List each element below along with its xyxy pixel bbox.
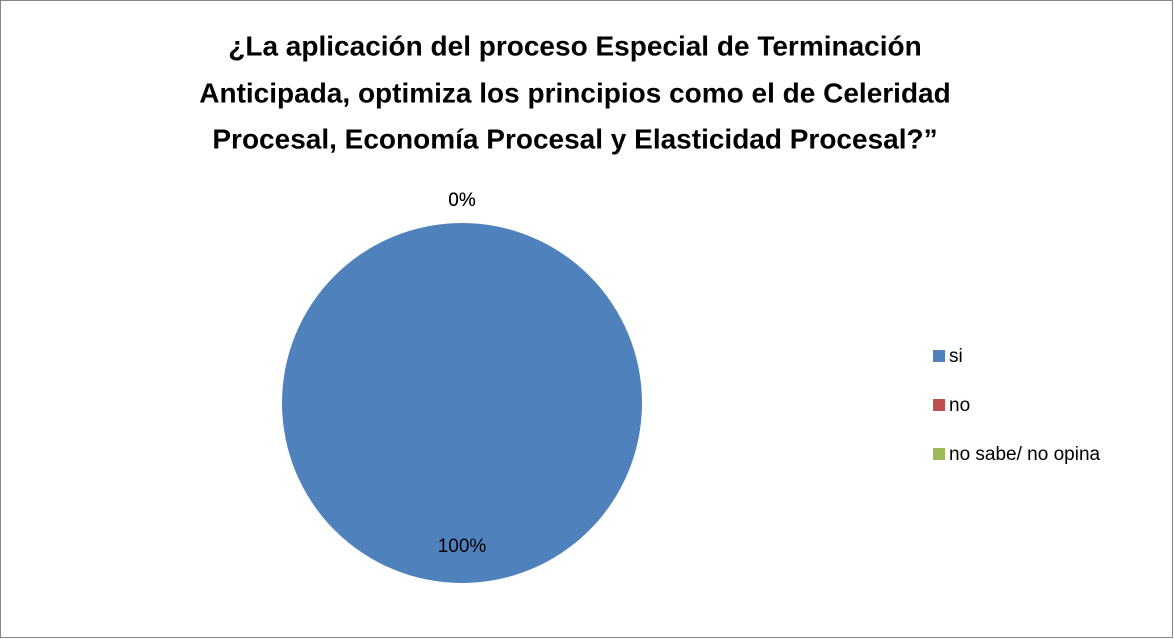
chart-title: ¿La aplicación del proceso Especial de T… — [228, 30, 921, 61]
chart-title: Anticipada, optimiza los principios como… — [199, 77, 950, 108]
chart-title: Procesal, Economía Procesal y Elasticida… — [212, 123, 937, 154]
data-label: 0% — [448, 190, 476, 211]
legend-label: no — [949, 395, 970, 416]
legend-label: si — [949, 346, 963, 367]
data-label: 100% — [438, 536, 487, 557]
legend-label: no sabe/ no opina — [949, 444, 1101, 465]
legend-swatch — [933, 350, 945, 362]
legend-swatch — [933, 399, 945, 411]
legend-swatch — [933, 448, 945, 460]
pie-slice — [282, 223, 642, 583]
data-label: 0% — [448, 190, 476, 211]
